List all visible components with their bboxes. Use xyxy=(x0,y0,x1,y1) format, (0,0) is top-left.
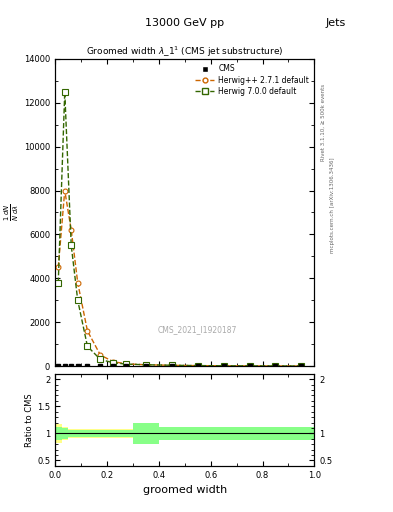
Title: Groomed width $\lambda\_1^1$ (CMS jet substructure): Groomed width $\lambda\_1^1$ (CMS jet su… xyxy=(86,45,283,59)
Y-axis label: Ratio to CMS: Ratio to CMS xyxy=(25,393,34,446)
Text: Rivet 3.1.10, ≥ 500k events: Rivet 3.1.10, ≥ 500k events xyxy=(320,84,325,161)
Text: CMS_2021_I1920187: CMS_2021_I1920187 xyxy=(158,325,237,334)
Text: Jets: Jets xyxy=(325,18,346,28)
Text: mcplots.cern.ch [arXiv:1306.3436]: mcplots.cern.ch [arXiv:1306.3436] xyxy=(330,157,335,252)
Y-axis label: $\frac{1}{N}\frac{dN}{d\lambda}$: $\frac{1}{N}\frac{dN}{d\lambda}$ xyxy=(3,204,21,221)
Legend: CMS, Herwig++ 2.7.1 default, Herwig 7.0.0 default: CMS, Herwig++ 2.7.1 default, Herwig 7.0.… xyxy=(194,62,310,97)
X-axis label: groomed width: groomed width xyxy=(143,485,227,495)
Text: 13000 GeV pp: 13000 GeV pp xyxy=(145,18,224,28)
